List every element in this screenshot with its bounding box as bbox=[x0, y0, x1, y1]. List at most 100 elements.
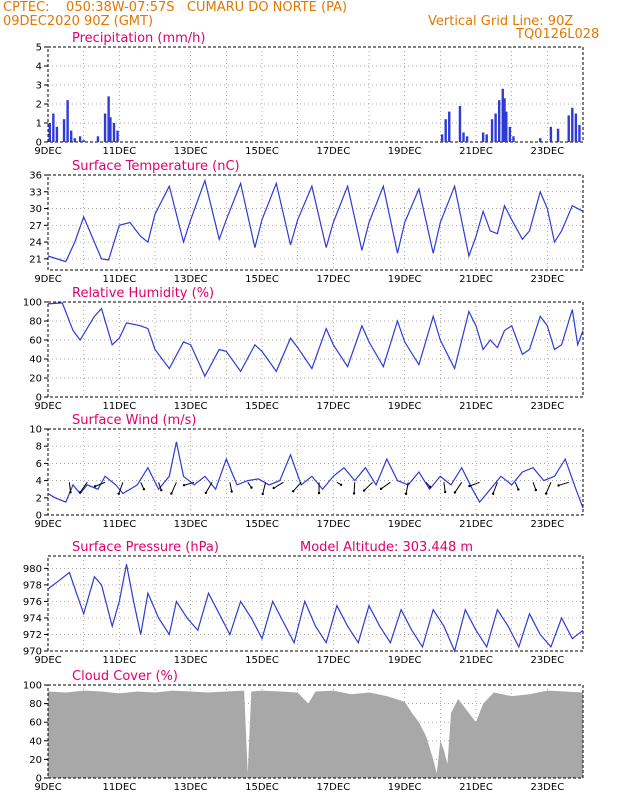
cloud-xtick-label: 21DEC bbox=[459, 782, 493, 793]
wind-xtick-label: 21DEC bbox=[459, 519, 493, 530]
cloud-panel: 0 20 40 60 80 100 9DEC 11DEC 13DEC 15DEC 17DEC 19DE… bbox=[23, 669, 584, 793]
precip-bar bbox=[52, 113, 55, 142]
precip-bar bbox=[96, 136, 100, 142]
pres-xtick-label: 9DEC bbox=[34, 655, 61, 666]
precip-bar bbox=[78, 136, 82, 142]
precip-xtick-label: 13DEC bbox=[174, 146, 208, 157]
precip-bar bbox=[501, 88, 504, 142]
precip-xtick-label: 23DEC bbox=[530, 146, 564, 157]
wind-xtick-label: 19DEC bbox=[388, 519, 422, 530]
precip-bar bbox=[448, 111, 451, 142]
pres-xtick-label: 15DEC bbox=[245, 655, 279, 666]
precip-bar bbox=[494, 113, 497, 142]
wind-arrow bbox=[353, 482, 356, 494]
precip-ytick-label: 2 bbox=[36, 100, 42, 111]
cloud-xtick-label: 19DEC bbox=[388, 782, 422, 793]
pres-xtick-label: 21DEC bbox=[459, 655, 493, 666]
wind-ytick-label: 4 bbox=[36, 476, 42, 487]
cloud-xtick-label: 13DEC bbox=[174, 782, 208, 793]
rh-ytick-label: 20 bbox=[29, 374, 42, 385]
wind-arrow bbox=[492, 482, 498, 494]
cloud-xtick-label: 17DEC bbox=[316, 782, 350, 793]
cloud-xtick-label: 9DEC bbox=[34, 782, 61, 793]
precip-bar bbox=[574, 113, 578, 142]
precip-bar bbox=[48, 123, 51, 142]
precip-title: Precipitation (mm/h) bbox=[72, 31, 205, 46]
wind-arrow bbox=[158, 482, 162, 491]
pres-line bbox=[47, 564, 584, 653]
rh-line bbox=[47, 302, 584, 378]
temp-xtick-label: 23DEC bbox=[530, 274, 564, 285]
precip-xtick-label: 17DEC bbox=[316, 146, 350, 157]
rh-title: Relative Humidity (%) bbox=[72, 286, 214, 301]
precip-bar bbox=[508, 126, 512, 142]
temp-ytick-label: 36 bbox=[29, 171, 42, 182]
wind-xtick-label: 13DEC bbox=[174, 519, 208, 530]
precip-bar bbox=[578, 124, 581, 142]
temp-xtick-label: 9DEC bbox=[34, 274, 61, 285]
cloud-title: Cloud Cover (%) bbox=[72, 669, 178, 684]
pres-frame bbox=[47, 555, 584, 652]
rh-xtick-label: 21DEC bbox=[459, 401, 493, 412]
rh-xtick-label: 9DEC bbox=[34, 401, 61, 412]
wind-arrow bbox=[454, 482, 463, 493]
rh-xtick-label: 23DEC bbox=[530, 401, 564, 412]
precip-bar bbox=[171, 141, 175, 142]
pres-ytick-label: 978 bbox=[23, 580, 42, 591]
cloud-ytick-label: 0 bbox=[36, 774, 42, 785]
wind-arrow bbox=[273, 481, 284, 489]
rh-ytick-label: 40 bbox=[29, 355, 42, 366]
precip-bar bbox=[440, 134, 444, 142]
precip-bar bbox=[539, 138, 542, 142]
precip-ytick-label: 1 bbox=[36, 119, 42, 130]
pres-xtick-label: 13DEC bbox=[174, 655, 208, 666]
pres-xtick-label: 17DEC bbox=[316, 655, 350, 666]
rh-ytick-label: 0 bbox=[36, 393, 42, 404]
rh-ytick-label: 60 bbox=[29, 336, 42, 347]
rh-xtick-label: 15DEC bbox=[245, 401, 279, 412]
wind-ytick-label: 6 bbox=[36, 459, 42, 470]
precip-bar bbox=[55, 126, 59, 142]
precip-bar bbox=[556, 128, 560, 142]
cloud-xtick-label: 15DEC bbox=[245, 782, 279, 793]
rh-ytick-label: 80 bbox=[29, 317, 42, 328]
wind-arrow bbox=[469, 481, 480, 487]
precip-frame bbox=[47, 46, 584, 143]
cloud-ytick-label: 40 bbox=[29, 736, 42, 747]
wind-arrow bbox=[170, 482, 177, 494]
wind-xtick-label: 23DEC bbox=[530, 519, 564, 530]
precip-bar bbox=[189, 141, 192, 142]
rh-xtick-label: 17DEC bbox=[316, 401, 350, 412]
wind-arrow bbox=[380, 481, 391, 490]
precip-bar bbox=[462, 132, 465, 142]
wind-xtick-label: 9DEC bbox=[34, 519, 61, 530]
temp-frame bbox=[47, 174, 584, 271]
rh-xtick-label: 11DEC bbox=[102, 401, 136, 412]
cloud-ytick-label: 20 bbox=[29, 755, 42, 766]
wind-arrow bbox=[532, 482, 537, 491]
temp-xtick-label: 15DEC bbox=[245, 274, 279, 285]
precip-bar bbox=[116, 130, 119, 142]
precip-bar bbox=[385, 141, 389, 142]
precip-bar bbox=[444, 119, 447, 142]
precip-bar bbox=[505, 111, 508, 142]
temp-xtick-label: 11DEC bbox=[102, 274, 136, 285]
precip-bar bbox=[481, 132, 485, 142]
wind-arrow bbox=[94, 481, 106, 487]
rh-xtick-label: 19DEC bbox=[388, 401, 422, 412]
temp-ytick-label: 24 bbox=[29, 238, 42, 249]
wind-panel: 0 2 4 6 8 10 9DEC 11DEC 13DEC 15DEC 17DEC 19DEC 21DE… bbox=[29, 413, 584, 530]
precip-bar bbox=[503, 98, 506, 142]
pres-ytick-label: 970 bbox=[23, 647, 42, 658]
precip-xtick-label: 19DEC bbox=[388, 146, 422, 157]
precip-bar bbox=[490, 119, 494, 142]
precip-ytick-label: 4 bbox=[36, 62, 42, 73]
precip-ytick-label: 5 bbox=[36, 43, 42, 54]
precip-ytick-label: 0 bbox=[36, 138, 42, 149]
wind-xtick-label: 15DEC bbox=[245, 519, 279, 530]
precip-bar bbox=[66, 100, 69, 142]
wind-arrow bbox=[229, 482, 233, 492]
pres-xtick-label: 23DEC bbox=[530, 655, 564, 666]
wind-arrow bbox=[262, 482, 267, 495]
